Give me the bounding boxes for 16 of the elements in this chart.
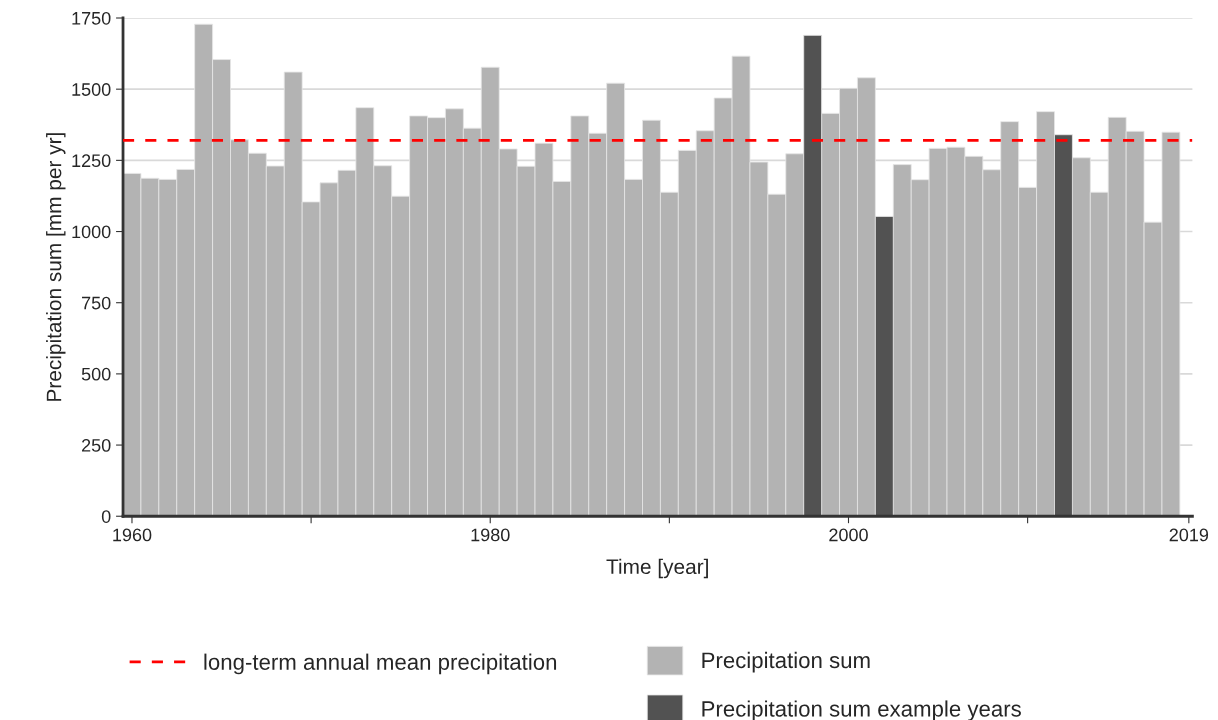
x-axis-title: Time [year] bbox=[606, 558, 708, 579]
legend-label: long-term annual mean precipitation bbox=[204, 653, 557, 675]
y-tick-label: 0 bbox=[101, 510, 111, 523]
x-tick-label: 2019 bbox=[1169, 528, 1209, 542]
legend-label: Precipitation sum bbox=[702, 651, 870, 673]
y-tick-label: 750 bbox=[82, 296, 111, 310]
y-tick-label: 250 bbox=[82, 439, 111, 452]
y-axis-title: Precipitation sum [mm per yr] bbox=[46, 133, 66, 401]
x-tick-label: 1960 bbox=[113, 528, 152, 542]
y-tick-label: 1000 bbox=[72, 225, 111, 239]
y-tick-label: 1250 bbox=[72, 154, 111, 168]
y-tick-label: 500 bbox=[81, 367, 111, 381]
x-tick-label: 2000 bbox=[829, 528, 868, 542]
y-tick-label: 1750 bbox=[72, 11, 111, 25]
y-tick-label: 1500 bbox=[72, 83, 111, 96]
x-tick-label: 1980 bbox=[471, 528, 510, 542]
